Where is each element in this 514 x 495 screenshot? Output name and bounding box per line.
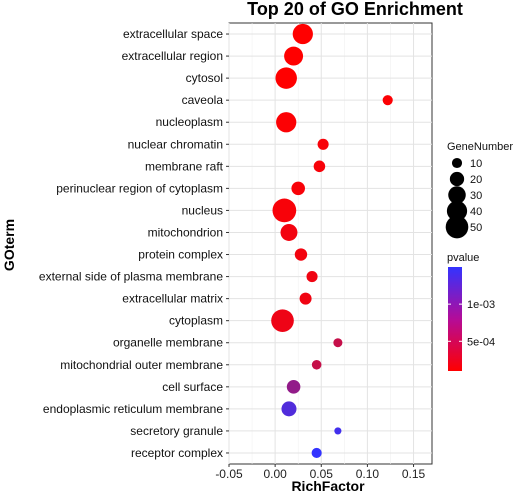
color-legend: pvalue 1e-03 5e-04 [447, 252, 495, 371]
data-point [271, 309, 294, 332]
color-legend-label: 1e-03 [467, 299, 495, 311]
y-tick-label: cytosol [186, 71, 223, 85]
chart-title: Top 20 of GO Enrichment [247, 0, 463, 19]
data-point [333, 338, 343, 348]
color-legend-title: pvalue [447, 252, 479, 264]
data-point [334, 427, 342, 435]
y-tick-label: mitochondrion [148, 225, 223, 239]
x-tick-label: -0.05 [215, 467, 243, 481]
data-point [292, 23, 313, 45]
y-axis-title: GOterm [1, 219, 17, 271]
y-tick-label: receptor complex [131, 446, 223, 460]
size-legend-title: GeneNumber [447, 141, 513, 153]
data-point [294, 248, 308, 261]
size-legend: GeneNumber 10 20 30 40 50 [445, 141, 513, 239]
data-point [286, 380, 301, 394]
data-point [275, 67, 297, 89]
data-point [281, 401, 297, 417]
data-points [271, 23, 393, 459]
data-point [311, 359, 322, 370]
panel-background [228, 22, 433, 465]
size-legend-label: 20 [470, 174, 482, 186]
y-tick-label: cell surface [162, 380, 223, 394]
size-legend-label: 50 [470, 222, 482, 234]
data-point [306, 271, 318, 283]
size-legend-dot [446, 200, 468, 222]
y-tick-label: endoplasmic reticulum membrane [43, 402, 223, 416]
data-point [276, 112, 297, 133]
y-tick-label: mitochondrial outer membrane [60, 358, 223, 372]
y-tick-label: membrane raft [145, 159, 224, 173]
y-tick-label: secretory granule [130, 424, 223, 438]
y-tick-label: perinuclear region of cytoplasm [56, 181, 223, 195]
plot-panel [228, 22, 433, 465]
x-tick-label: 0.10 [356, 467, 380, 481]
y-tick-label: caveola [182, 93, 224, 107]
x-tick-label: 0.15 [402, 467, 426, 481]
color-legend-label: 5e-04 [467, 336, 495, 348]
y-tick-label: nuclear chromatin [128, 137, 223, 151]
y-tick-label: nucleus [182, 203, 223, 217]
size-legend-dot [448, 186, 466, 204]
y-axis-labels: extracellular space extracellular region c… [39, 27, 229, 460]
data-point [291, 181, 305, 196]
y-tick-label: cytoplasm [169, 314, 223, 328]
data-point [382, 95, 393, 106]
y-tick-label: extracellular region [122, 49, 223, 63]
x-tick-label: 0.05 [310, 467, 334, 481]
size-legend-dot [445, 215, 469, 239]
data-point [311, 447, 322, 459]
size-legend-dot [451, 157, 463, 169]
data-point [317, 138, 329, 150]
color-bar [448, 267, 462, 371]
y-tick-label: protein complex [138, 248, 223, 262]
data-point [280, 224, 298, 241]
data-point [272, 198, 297, 223]
data-point [313, 160, 326, 173]
x-tick-label: 0.00 [263, 467, 287, 481]
y-tick-label: nucleoplasm [156, 115, 223, 129]
x-axis-title: RichFactor [291, 478, 365, 494]
size-legend-label: 10 [470, 158, 482, 170]
size-legend-label: 40 [470, 206, 482, 218]
x-axis-ticks: -0.05 0.00 0.05 0.10 0.15 [215, 464, 426, 481]
y-tick-label: extracellular matrix [122, 292, 223, 306]
y-tick-label: extracellular space [123, 27, 223, 41]
data-point [284, 46, 304, 66]
size-legend-dot [449, 171, 465, 187]
y-tick-label: external side of plasma membrane [39, 270, 223, 284]
size-legend-label: 30 [470, 190, 482, 202]
y-tick-label: organelle membrane [113, 336, 223, 350]
data-point [299, 292, 312, 305]
